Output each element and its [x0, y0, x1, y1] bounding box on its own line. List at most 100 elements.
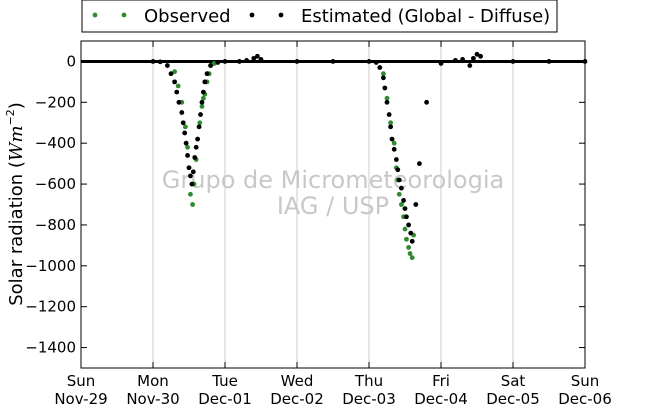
x-tick-label-day: Sat: [501, 372, 526, 390]
data-point: [196, 124, 202, 130]
data-point: [402, 226, 408, 232]
data-point: [222, 59, 228, 64]
data-point: [381, 75, 386, 81]
data-point: [388, 124, 393, 130]
data-point: [467, 63, 473, 68]
data-point: [384, 99, 390, 105]
data-point: [399, 202, 404, 207]
x-tick-label-date: Dec-01: [198, 390, 252, 408]
watermark-line-2: IAG / USP: [277, 192, 389, 220]
data-point: [189, 181, 195, 187]
data-point: [438, 61, 444, 66]
data-point: [215, 60, 221, 65]
data-point: [172, 69, 178, 75]
data-point: [192, 155, 198, 160]
data-point: [175, 83, 181, 89]
plot-frame: [80, 40, 586, 369]
data-point: [195, 136, 201, 142]
x-tick-label-date: Dec-03: [342, 390, 396, 408]
data-point: [193, 144, 199, 150]
data-points: [150, 51, 588, 261]
data-point: [389, 136, 395, 142]
data-point: [393, 157, 399, 162]
data-point: [413, 202, 419, 207]
x-tick-label-day: Tue: [211, 372, 238, 390]
data-point: [182, 130, 188, 136]
data-point: [183, 124, 188, 130]
data-point: [188, 173, 193, 179]
series-estimated: [150, 51, 588, 244]
data-point: [201, 89, 206, 95]
y-tick-label: −800: [35, 216, 76, 234]
watermark: Grupo de Micrometeorologia IAG / USP: [162, 166, 504, 220]
data-point: [204, 71, 210, 77]
data-point: [150, 59, 156, 64]
y-tick-label: −600: [35, 175, 76, 193]
data-point: [157, 59, 163, 65]
data-point: [190, 169, 196, 175]
data-point: [330, 59, 336, 64]
y-axis-label: Solar radiation (Wm−2): [4, 102, 27, 306]
data-point: [244, 58, 250, 63]
data-point: [258, 56, 264, 62]
legend: Observed Estimated (Global - Diffuse): [81, 0, 558, 33]
data-point: [401, 198, 406, 203]
data-point: [478, 53, 483, 59]
data-point: [460, 56, 465, 62]
y-axis: 0 −200 −400 −600 −800 −1000 −1200 −1400: [25, 52, 585, 357]
data-point: [366, 59, 372, 64]
data-point: [373, 60, 379, 65]
y-tick-label: −200: [35, 93, 76, 111]
x-tick-label-day: Fri: [432, 372, 450, 390]
data-point: [176, 99, 182, 105]
legend-marker-observed: [121, 12, 127, 18]
watermark-line-1: Grupo de Micrometeorologia: [162, 166, 504, 194]
x-axis: SunNov-29MonNov-30TueDec-01WedDec-02ThuD…: [54, 41, 612, 408]
x-tick-label-day: Sun: [571, 372, 600, 390]
data-point: [406, 222, 411, 228]
data-point: [183, 140, 189, 146]
data-point: [404, 214, 409, 220]
data-point: [391, 140, 397, 146]
plot-area: [81, 41, 585, 368]
data-point: [407, 251, 413, 256]
data-point: [198, 112, 203, 117]
y-tick-label: −1200: [25, 298, 76, 316]
data-point: [386, 112, 392, 117]
data-point: [408, 230, 414, 236]
legend-label-estimated: Estimated (Global - Diffuse): [301, 6, 550, 27]
y-tick-label: 0: [66, 52, 76, 70]
data-point: [180, 120, 186, 126]
data-point: [172, 79, 178, 85]
legend-marker-estimated: [249, 12, 255, 18]
data-point: [409, 238, 415, 244]
y-tick-label: −1400: [25, 339, 76, 357]
x-tick-label-date: Dec-05: [486, 390, 540, 408]
data-point: [199, 104, 205, 109]
data-point: [251, 55, 257, 61]
data-point: [404, 236, 409, 242]
data-point: [471, 55, 476, 61]
data-point: [453, 58, 458, 63]
data-point: [384, 95, 390, 101]
data-point: [179, 110, 185, 115]
data-point: [388, 120, 393, 126]
data-point: [294, 59, 300, 64]
data-point: [546, 59, 552, 64]
data-point: [377, 65, 383, 70]
data-point: [395, 167, 401, 173]
data-point: [201, 95, 206, 101]
data-point: [237, 59, 242, 64]
gridlines: [152, 41, 514, 368]
data-point: [402, 206, 408, 211]
x-tick-label-date: Nov-29: [54, 390, 107, 408]
data-point: [185, 153, 190, 158]
data-point: [382, 85, 388, 91]
x-tick-label-date: Nov-30: [126, 390, 179, 408]
data-point: [174, 89, 180, 95]
data-point: [381, 71, 386, 77]
data-point: [168, 71, 174, 77]
data-point: [399, 185, 404, 191]
data-point: [208, 63, 214, 68]
x-tick-label-date: Dec-06: [558, 390, 612, 408]
